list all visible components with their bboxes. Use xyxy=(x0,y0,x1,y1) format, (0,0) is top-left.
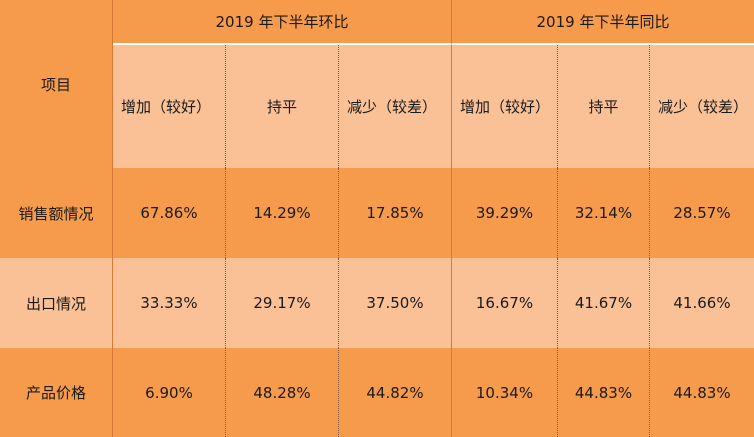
table-cell: 32.14% xyxy=(558,168,650,258)
sub-header-decrease: 减少（较差） xyxy=(650,45,754,168)
corner-header-item: 项目 xyxy=(0,0,113,168)
table-cell: 6.90% xyxy=(113,348,226,437)
table-cell: 29.17% xyxy=(226,258,339,348)
table-cell: 67.86% xyxy=(113,168,226,258)
table-cell: 48.28% xyxy=(226,348,339,437)
table-cell: 28.57% xyxy=(650,168,754,258)
table-cell: 14.29% xyxy=(226,168,339,258)
table-cell: 17.85% xyxy=(339,168,452,258)
sub-header-increase: 增加（较好） xyxy=(452,45,558,168)
row-label-sales: 销售额情况 xyxy=(0,168,113,258)
table-cell: 41.67% xyxy=(558,258,650,348)
table-cell: 33.33% xyxy=(113,258,226,348)
row-label-price: 产品价格 xyxy=(0,348,113,437)
table-cell: 41.66% xyxy=(650,258,754,348)
table-cell: 44.83% xyxy=(650,348,754,437)
group-header-mom: 2019 年下半年环比 xyxy=(113,0,452,45)
table-cell: 16.67% xyxy=(452,258,558,348)
table-cell: 44.82% xyxy=(339,348,452,437)
sub-header-increase: 增加（较好） xyxy=(113,45,226,168)
sub-header-flat: 持平 xyxy=(226,45,339,168)
table-cell: 44.83% xyxy=(558,348,650,437)
table-cell: 37.50% xyxy=(339,258,452,348)
row-label-export: 出口情况 xyxy=(0,258,113,348)
table-cell: 39.29% xyxy=(452,168,558,258)
table-cell: 10.34% xyxy=(452,348,558,437)
group-header-yoy: 2019 年下半年同比 xyxy=(452,0,754,45)
sub-header-flat: 持平 xyxy=(558,45,650,168)
sub-header-decrease: 减少（较差） xyxy=(339,45,452,168)
